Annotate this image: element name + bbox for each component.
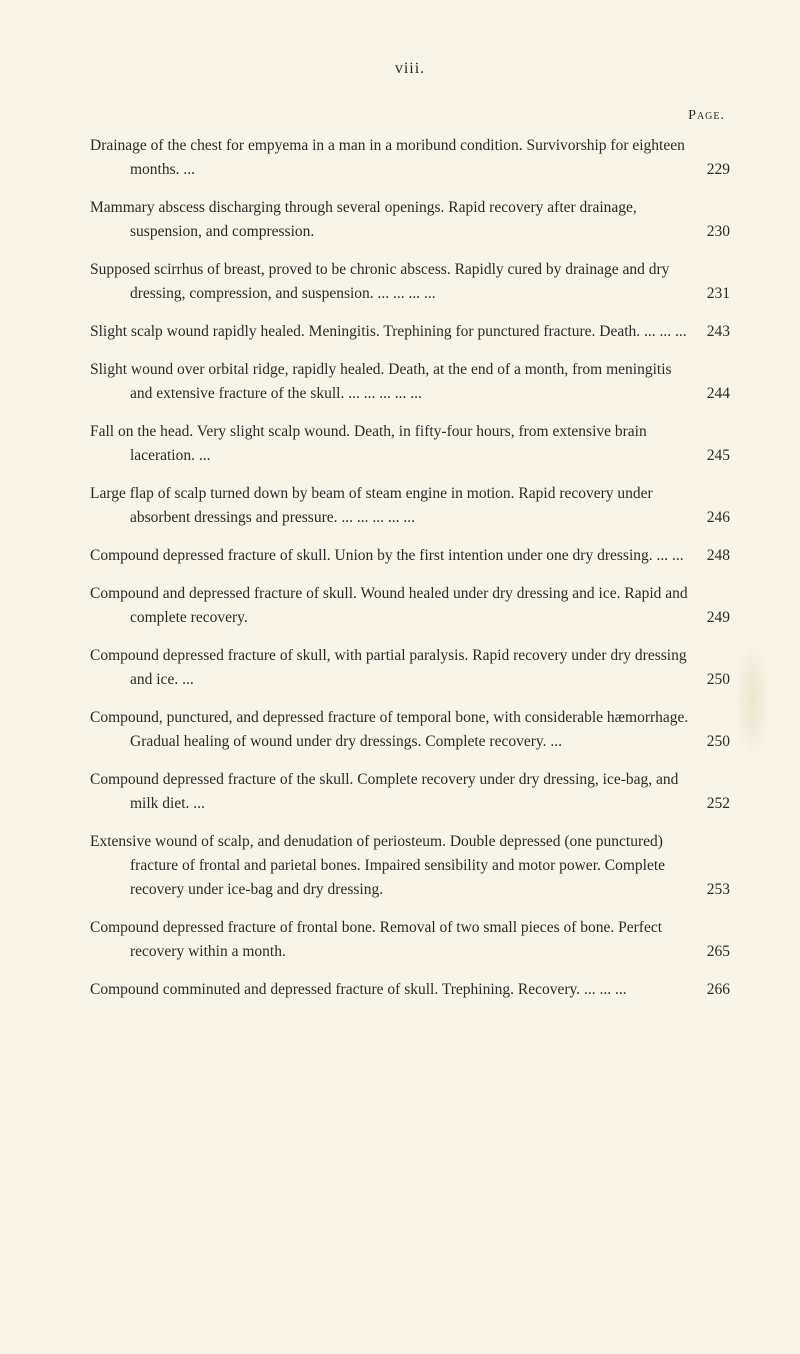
toc-entry: Fall on the head. Very slight scalp woun…: [90, 420, 730, 468]
toc-entry: Compound comminuted and depressed fractu…: [90, 978, 730, 1002]
toc-entry-page: 246: [690, 506, 730, 530]
toc-entry: Compound depressed fracture of the skull…: [90, 768, 730, 816]
toc-entry-page: 265: [690, 940, 730, 964]
toc-entry: Large flap of scalp turned down by beam …: [90, 482, 730, 530]
toc-entry-page: 230: [690, 220, 730, 244]
toc-entry-page: 250: [690, 668, 730, 692]
toc-entry-text: Large flap of scalp turned down by beam …: [90, 482, 690, 530]
toc-entry-text: Supposed scirrhus of breast, proved to b…: [90, 258, 690, 306]
toc-entry-page: 248: [690, 544, 730, 568]
toc-entry-text: Compound comminuted and depressed fractu…: [90, 978, 690, 1002]
toc-entry-page: 249: [690, 606, 730, 630]
toc-entry-page: 245: [690, 444, 730, 468]
toc-entry: Slight scalp wound rapidly healed. Menin…: [90, 320, 730, 344]
toc-entry: Mammary abscess discharging through seve…: [90, 196, 730, 244]
toc-entry-page: 244: [690, 382, 730, 406]
toc-entry-text: Mammary abscess discharging through seve…: [90, 196, 690, 244]
toc-entry-text: Compound, punctured, and depressed fract…: [90, 706, 690, 754]
toc-entry-text: Fall on the head. Very slight scalp woun…: [90, 420, 690, 468]
toc-entry: Supposed scirrhus of breast, proved to b…: [90, 258, 730, 306]
toc-entry: Slight wound over orbital ridge, rapidly…: [90, 358, 730, 406]
toc-entry: Drainage of the chest for empyema in a m…: [90, 134, 730, 182]
toc-entry: Compound and depressed fracture of skull…: [90, 582, 730, 630]
toc-entry-text: Compound and depressed fracture of skull…: [90, 582, 690, 630]
toc-entry: Compound depressed fracture of frontal b…: [90, 916, 730, 964]
toc-entry-page: 231: [690, 282, 730, 306]
toc-entry-text: Slight scalp wound rapidly healed. Menin…: [90, 320, 690, 344]
toc-entry-text: Compound depressed fracture of skull, wi…: [90, 644, 690, 692]
toc-entries: Drainage of the chest for empyema in a m…: [90, 134, 730, 1002]
toc-entry-text: Compound depressed fracture of the skull…: [90, 768, 690, 816]
toc-entry-text: Compound depressed fracture of skull. Un…: [90, 544, 690, 568]
toc-entry-page: 252: [690, 792, 730, 816]
toc-entry-text: Slight wound over orbital ridge, rapidly…: [90, 358, 690, 406]
toc-entry-page: 250: [690, 730, 730, 754]
toc-entry-text: Drainage of the chest for empyema in a m…: [90, 134, 690, 182]
toc-entry: Compound depressed fracture of skull, wi…: [90, 644, 730, 692]
page-number-roman: viii.: [90, 60, 730, 78]
toc-entry-page: 243: [690, 320, 730, 344]
toc-entry-page: 253: [690, 878, 730, 902]
toc-entry: Compound, punctured, and depressed fract…: [90, 706, 730, 754]
toc-entry-page: 266: [690, 978, 730, 1002]
toc-entry-text: Extensive wound of scalp, and denudation…: [90, 830, 690, 902]
toc-entry: Compound depressed fracture of skull. Un…: [90, 544, 730, 568]
page-column-header: Page.: [90, 108, 730, 124]
toc-entry-text: Compound depressed fracture of frontal b…: [90, 916, 690, 964]
page-stain: [735, 640, 770, 760]
toc-entry: Extensive wound of scalp, and denudation…: [90, 830, 730, 902]
toc-entry-page: 229: [690, 158, 730, 182]
